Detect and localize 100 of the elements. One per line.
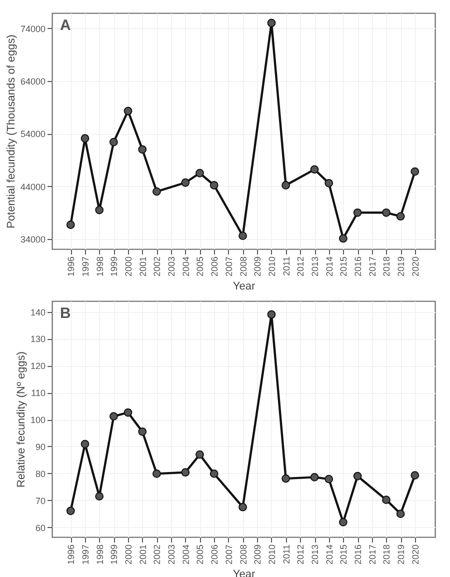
x-tick-label: 2011 bbox=[281, 256, 292, 276]
point bbox=[282, 181, 290, 190]
x-axis-title: Year bbox=[232, 280, 256, 293]
x-tick-label: 2000 bbox=[124, 544, 134, 565]
point bbox=[109, 138, 118, 146]
x-tick-label: 2008 bbox=[238, 544, 248, 565]
x-tick-label: 1996 bbox=[66, 544, 76, 565]
x-tick-label: 1997 bbox=[80, 544, 90, 565]
point bbox=[310, 165, 319, 174]
point bbox=[109, 412, 118, 421]
y-tick-label: 100 bbox=[30, 415, 46, 426]
x-tick-label: 2016 bbox=[353, 544, 364, 565]
point bbox=[80, 440, 90, 448]
y-tick-label: 120 bbox=[30, 361, 46, 372]
point bbox=[410, 167, 420, 176]
annotation: B bbox=[60, 305, 71, 322]
point bbox=[124, 106, 132, 116]
x-tick-label: 2007 bbox=[224, 544, 234, 565]
x-tick-label: 2019 bbox=[396, 256, 406, 277]
x-tick-label: 1998 bbox=[94, 256, 105, 277]
y-tick-label: 70 bbox=[35, 496, 46, 506]
x-tick-label: 2000 bbox=[124, 256, 134, 277]
point bbox=[238, 232, 247, 240]
x-tick-label: 1999 bbox=[109, 544, 120, 565]
y-tick-label: 130 bbox=[30, 334, 46, 344]
x-tick-label: 2008 bbox=[238, 256, 248, 277]
x-tick-label: 2007 bbox=[224, 256, 234, 277]
point bbox=[210, 181, 218, 190]
x-tick-label: 2013 bbox=[310, 256, 320, 277]
x-tick-label: 1999 bbox=[109, 256, 120, 277]
point bbox=[324, 474, 334, 484]
x-tick-label: 2020 bbox=[410, 544, 420, 565]
point bbox=[196, 168, 204, 178]
point bbox=[66, 220, 75, 229]
y-tick-label: 64000 bbox=[20, 76, 46, 86]
y-tick-label: 54000 bbox=[20, 129, 46, 140]
x-tick-label: 2014 bbox=[324, 544, 334, 565]
point bbox=[382, 496, 390, 504]
point bbox=[196, 450, 204, 459]
point bbox=[338, 234, 348, 243]
point bbox=[353, 472, 362, 480]
x-tick-label: 2005 bbox=[195, 256, 206, 277]
y-tick-label: 140 bbox=[30, 307, 46, 318]
x-tick-label: 2013 bbox=[310, 544, 320, 565]
y-tick-label: 74000 bbox=[20, 24, 46, 34]
x-tick-label: 2003 bbox=[166, 544, 177, 565]
point bbox=[181, 468, 190, 477]
x-tick-label: 2017 bbox=[367, 544, 378, 565]
x-tick-label: 2019 bbox=[396, 544, 406, 565]
x-tick-label: 2010 bbox=[266, 544, 277, 565]
point bbox=[338, 518, 348, 526]
x-tick-label: 2015 bbox=[338, 256, 349, 277]
x-tick-label: 2018 bbox=[382, 256, 392, 277]
x-tick-label: 2020 bbox=[410, 256, 420, 277]
point bbox=[66, 506, 75, 516]
point bbox=[282, 474, 290, 483]
point bbox=[210, 469, 218, 478]
point bbox=[396, 212, 405, 221]
point bbox=[95, 206, 104, 214]
x-tick-label: 2009 bbox=[252, 544, 263, 565]
y-tick-label: 90 bbox=[35, 442, 46, 452]
x-tick-label: 2005 bbox=[195, 544, 206, 565]
x-tick-label: 2012 bbox=[296, 256, 306, 277]
point bbox=[152, 469, 161, 478]
point bbox=[138, 427, 147, 436]
annotation: A bbox=[60, 17, 71, 34]
point bbox=[152, 187, 161, 196]
x-tick-label: 1997 bbox=[80, 256, 90, 277]
point bbox=[353, 208, 362, 217]
point bbox=[324, 178, 334, 188]
y-tick-label: 44000 bbox=[20, 182, 46, 192]
point bbox=[181, 178, 190, 187]
x-tick-label: 2012 bbox=[296, 544, 306, 565]
point bbox=[310, 472, 319, 482]
y-tick-label: 110 bbox=[31, 388, 46, 398]
x-tick-label: 2014 bbox=[324, 256, 334, 277]
point bbox=[396, 510, 405, 518]
y-tick-label: 80 bbox=[35, 468, 46, 479]
x-tick-label: 2017 bbox=[367, 256, 378, 277]
point bbox=[267, 310, 276, 319]
x-tick-label: 2009 bbox=[252, 256, 263, 277]
y-axis-title: Potential fecundity (Thousands of eggs) bbox=[5, 34, 18, 228]
x-tick-label: 2010 bbox=[266, 256, 277, 277]
point bbox=[95, 492, 104, 501]
y-tick-label: 34000 bbox=[20, 234, 46, 244]
x-tick-label: 2001 bbox=[138, 544, 148, 565]
x-tick-label: 2002 bbox=[152, 256, 162, 277]
x-tick-label: 2016 bbox=[353, 256, 364, 277]
x-tick-label: 2004 bbox=[180, 256, 191, 277]
y-axis-title: Relative fecundity (Nº eggs) bbox=[15, 351, 28, 488]
point bbox=[238, 502, 247, 512]
x-tick-label: 2006 bbox=[210, 256, 220, 277]
point bbox=[267, 18, 276, 28]
point bbox=[410, 471, 420, 480]
x-tick-label: 1996 bbox=[66, 256, 76, 277]
x-tick-label: 2002 bbox=[152, 544, 162, 565]
x-tick-label: 1998 bbox=[94, 544, 105, 565]
x-tick-label: 2018 bbox=[382, 544, 392, 565]
x-tick-label: 2015 bbox=[338, 544, 349, 565]
x-tick-label: 2001 bbox=[138, 256, 148, 277]
